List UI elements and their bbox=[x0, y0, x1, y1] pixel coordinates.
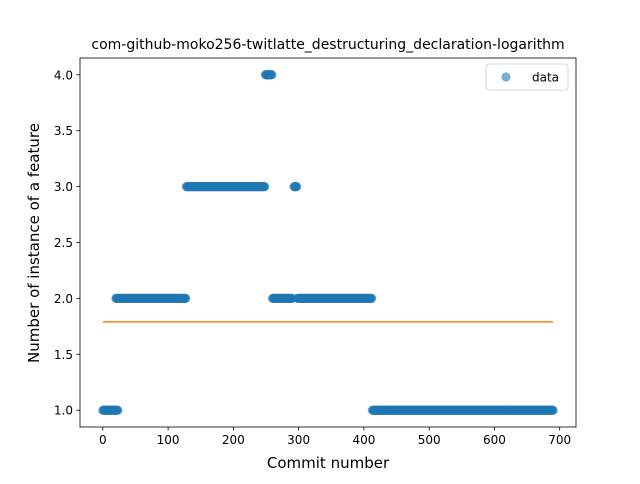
plot-frame bbox=[79, 57, 577, 428]
x-tick-label: 0 bbox=[99, 433, 107, 447]
y-tick-label: 3.5 bbox=[54, 124, 73, 138]
chart-title: com-github-moko256-twitlatte_destructuri… bbox=[91, 37, 564, 53]
legend-label: data bbox=[532, 71, 559, 85]
x-axis-label: Commit number bbox=[267, 454, 390, 472]
x-tick-label: 700 bbox=[548, 433, 571, 447]
legend-box bbox=[485, 63, 569, 91]
plot-area bbox=[79, 57, 577, 428]
x-axis: 0 100 200 300 400 500 600 700 bbox=[99, 427, 571, 447]
x-tick-label: 200 bbox=[222, 433, 245, 447]
y-tick-label: 4.0 bbox=[54, 68, 73, 82]
data-point bbox=[260, 181, 270, 192]
data-point bbox=[267, 70, 277, 80]
legend: data bbox=[485, 63, 569, 91]
data-point bbox=[548, 405, 558, 415]
series-data bbox=[98, 70, 558, 415]
x-tick-label: 600 bbox=[483, 433, 506, 447]
x-tick-label: 500 bbox=[418, 433, 441, 447]
y-axis: 1.0 1.5 2.0 2.5 3.0 3.5 4.0 bbox=[54, 68, 80, 418]
data-point bbox=[292, 181, 302, 192]
data-point bbox=[181, 293, 191, 304]
y-tick-label: 2.0 bbox=[54, 292, 73, 306]
y-tick-label: 1.5 bbox=[54, 348, 73, 362]
y-tick-label: 3.0 bbox=[54, 180, 73, 194]
x-tick-label: 400 bbox=[352, 433, 375, 447]
y-tick-label: 2.5 bbox=[54, 236, 73, 250]
y-axis-label: Number of instance of a feature bbox=[25, 123, 43, 363]
legend-marker bbox=[501, 72, 511, 82]
data-point bbox=[367, 293, 377, 304]
x-tick-label: 100 bbox=[157, 433, 180, 447]
y-tick-label: 1.0 bbox=[54, 404, 73, 418]
data-point bbox=[113, 405, 123, 415]
x-tick-label: 300 bbox=[287, 433, 310, 447]
